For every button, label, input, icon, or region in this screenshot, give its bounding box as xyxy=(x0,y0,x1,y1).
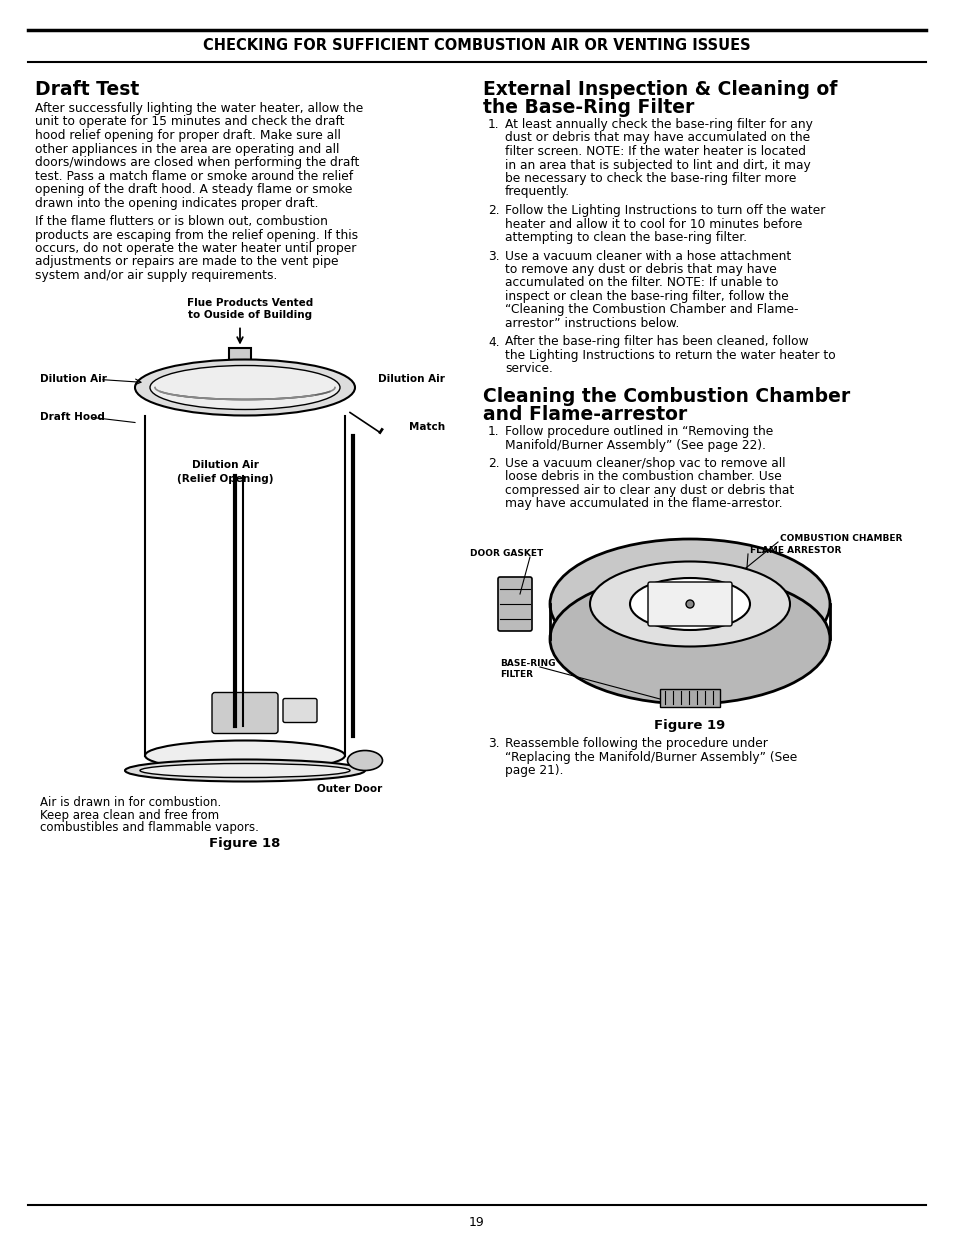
Text: doors/windows are closed when performing the draft: doors/windows are closed when performing… xyxy=(35,156,359,169)
Text: occurs, do not operate the water heater until proper: occurs, do not operate the water heater … xyxy=(35,242,356,254)
Text: 2.: 2. xyxy=(488,204,499,217)
Text: service.: service. xyxy=(504,363,553,375)
Text: unit to operate for 15 minutes and check the draft: unit to operate for 15 minutes and check… xyxy=(35,116,344,128)
Text: frequently.: frequently. xyxy=(504,185,570,199)
Text: 19: 19 xyxy=(469,1215,484,1229)
Text: page 21).: page 21). xyxy=(504,764,563,777)
Text: FILTER: FILTER xyxy=(499,671,533,679)
Text: Use a vacuum cleaner with a hose attachment: Use a vacuum cleaner with a hose attachm… xyxy=(504,249,790,263)
Ellipse shape xyxy=(550,538,829,669)
Text: adjustments or repairs are made to the vent pipe: adjustments or repairs are made to the v… xyxy=(35,256,338,268)
Ellipse shape xyxy=(145,741,345,771)
Text: Reassemble following the procedure under: Reassemble following the procedure under xyxy=(504,737,767,750)
Text: If the flame flutters or is blown out, combustion: If the flame flutters or is blown out, c… xyxy=(35,215,328,228)
Text: accumulated on the filter. NOTE: If unable to: accumulated on the filter. NOTE: If unab… xyxy=(504,277,778,289)
Text: DOOR GASKET: DOOR GASKET xyxy=(470,550,542,558)
Text: 2.: 2. xyxy=(488,457,499,471)
Text: products are escaping from the relief opening. If this: products are escaping from the relief op… xyxy=(35,228,357,242)
Text: (Relief Opening): (Relief Opening) xyxy=(176,473,273,483)
Text: opening of the draft hood. A steady flame or smoke: opening of the draft hood. A steady flam… xyxy=(35,183,352,196)
Text: Outer Door: Outer Door xyxy=(317,783,382,794)
Text: External Inspection & Cleaning of: External Inspection & Cleaning of xyxy=(482,80,837,99)
Ellipse shape xyxy=(550,574,829,704)
Text: system and/or air supply requirements.: system and/or air supply requirements. xyxy=(35,269,277,282)
Text: Dilution Air: Dilution Air xyxy=(40,374,107,384)
Text: “Cleaning the Combustion Chamber and Flame-: “Cleaning the Combustion Chamber and Fla… xyxy=(504,304,798,316)
Text: 1.: 1. xyxy=(488,119,499,131)
Text: Dilution Air: Dilution Air xyxy=(377,374,444,384)
Text: inspect or clean the base-ring filter, follow the: inspect or clean the base-ring filter, f… xyxy=(504,290,788,303)
Text: Flue Products Vented: Flue Products Vented xyxy=(187,298,313,308)
Text: 1.: 1. xyxy=(488,425,499,438)
Text: Figure 18: Figure 18 xyxy=(209,837,280,851)
Text: Use a vacuum cleaner/shop vac to remove all: Use a vacuum cleaner/shop vac to remove … xyxy=(504,457,784,471)
Text: arrestor” instructions below.: arrestor” instructions below. xyxy=(504,317,679,330)
Text: attempting to clean the base-ring filter.: attempting to clean the base-ring filter… xyxy=(504,231,746,245)
Text: After successfully lighting the water heater, allow the: After successfully lighting the water he… xyxy=(35,103,363,115)
Text: CHECKING FOR SUFFICIENT COMBUSTION AIR OR VENTING ISSUES: CHECKING FOR SUFFICIENT COMBUSTION AIR O… xyxy=(203,38,750,53)
Ellipse shape xyxy=(347,751,382,771)
Text: to Ouside of Building: to Ouside of Building xyxy=(188,310,312,321)
Text: Follow the Lighting Instructions to turn off the water: Follow the Lighting Instructions to turn… xyxy=(504,204,824,217)
Text: the Lighting Instructions to return the water heater to: the Lighting Instructions to return the … xyxy=(504,350,835,362)
Ellipse shape xyxy=(150,366,339,410)
Bar xyxy=(229,347,251,383)
Text: Cleaning the Combustion Chamber: Cleaning the Combustion Chamber xyxy=(482,387,849,406)
Ellipse shape xyxy=(140,763,350,778)
Text: in an area that is subjected to lint and dirt, it may: in an area that is subjected to lint and… xyxy=(504,158,810,172)
Text: 3.: 3. xyxy=(488,249,499,263)
FancyBboxPatch shape xyxy=(647,582,731,626)
Text: Dilution Air: Dilution Air xyxy=(192,461,258,471)
Text: Figure 19: Figure 19 xyxy=(654,719,725,732)
Ellipse shape xyxy=(589,562,789,646)
Text: compressed air to clear any dust or debris that: compressed air to clear any dust or debr… xyxy=(504,484,794,496)
Text: Draft Hood: Draft Hood xyxy=(40,412,105,422)
Text: After the base-ring filter has been cleaned, follow: After the base-ring filter has been clea… xyxy=(504,336,808,348)
Text: At least annually check the base-ring filter for any: At least annually check the base-ring fi… xyxy=(504,119,812,131)
Text: combustibles and flammable vapors.: combustibles and flammable vapors. xyxy=(40,821,258,835)
FancyBboxPatch shape xyxy=(497,577,532,631)
Text: heater and allow it to cool for 10 minutes before: heater and allow it to cool for 10 minut… xyxy=(504,217,801,231)
Circle shape xyxy=(685,600,693,608)
Text: may have accumulated in the flame-arrestor.: may have accumulated in the flame-arrest… xyxy=(504,498,781,510)
Text: Draft Test: Draft Test xyxy=(35,80,139,99)
Text: dust or debris that may have accumulated on the: dust or debris that may have accumulated… xyxy=(504,131,809,144)
Text: COMBUSTION CHAMBER: COMBUSTION CHAMBER xyxy=(780,534,902,543)
Text: filter screen. NOTE: If the water heater is located: filter screen. NOTE: If the water heater… xyxy=(504,144,805,158)
Text: Air is drawn in for combustion.: Air is drawn in for combustion. xyxy=(40,795,221,809)
Text: “Replacing the Manifold/Burner Assembly” (See: “Replacing the Manifold/Burner Assembly”… xyxy=(504,751,797,763)
Text: to remove any dust or debris that may have: to remove any dust or debris that may ha… xyxy=(504,263,776,275)
Text: BASE-RING: BASE-RING xyxy=(499,659,555,668)
Text: Match: Match xyxy=(409,422,444,432)
FancyBboxPatch shape xyxy=(212,693,277,734)
Text: 4.: 4. xyxy=(488,336,499,348)
Text: Keep area clean and free from: Keep area clean and free from xyxy=(40,809,219,821)
Bar xyxy=(659,689,720,706)
Text: FLAME ARRESTOR: FLAME ARRESTOR xyxy=(749,546,841,555)
Ellipse shape xyxy=(135,359,355,415)
Text: drawn into the opening indicates proper draft.: drawn into the opening indicates proper … xyxy=(35,196,318,210)
Text: hood relief opening for proper draft. Make sure all: hood relief opening for proper draft. Ma… xyxy=(35,128,340,142)
Text: loose debris in the combustion chamber. Use: loose debris in the combustion chamber. … xyxy=(504,471,781,483)
Ellipse shape xyxy=(629,578,749,630)
Ellipse shape xyxy=(125,760,365,782)
FancyBboxPatch shape xyxy=(283,699,316,722)
Text: other appliances in the area are operating and all: other appliances in the area are operati… xyxy=(35,142,339,156)
Text: Manifold/Burner Assembly” (See page 22).: Manifold/Burner Assembly” (See page 22). xyxy=(504,438,765,452)
Text: Follow procedure outlined in “Removing the: Follow procedure outlined in “Removing t… xyxy=(504,425,773,438)
Text: and Flame-arrestor: and Flame-arrestor xyxy=(482,405,686,424)
Text: 3.: 3. xyxy=(488,737,499,750)
Text: the Base-Ring Filter: the Base-Ring Filter xyxy=(482,98,694,117)
Text: be necessary to check the base-ring filter more: be necessary to check the base-ring filt… xyxy=(504,172,796,185)
Text: test. Pass a match flame or smoke around the relief: test. Pass a match flame or smoke around… xyxy=(35,169,353,183)
